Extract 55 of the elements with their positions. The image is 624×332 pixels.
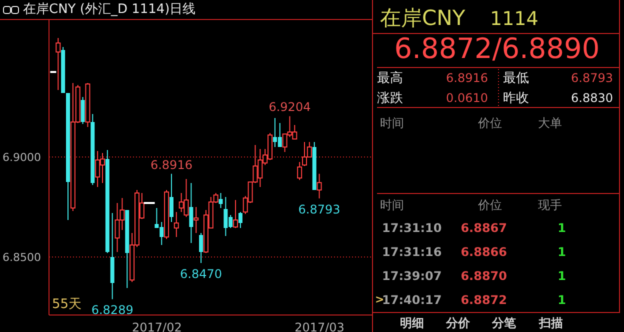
text: 涨跌 bbox=[377, 91, 403, 106]
y-tick-label: 6.8500 bbox=[2, 250, 41, 264]
candlestick bbox=[169, 173, 174, 222]
text: 17:31:16 bbox=[382, 245, 442, 259]
candlestick bbox=[238, 212, 242, 228]
text: 昨收 bbox=[503, 91, 529, 106]
text: 大单 bbox=[538, 116, 562, 130]
text: 现手 bbox=[538, 198, 562, 212]
candlestick bbox=[194, 206, 199, 234]
candlestick bbox=[56, 38, 61, 90]
annotation: 6.9204 bbox=[268, 100, 311, 114]
text: 明细 bbox=[400, 316, 424, 330]
text: 6.8870 bbox=[460, 269, 507, 283]
text: 6.8872/6.8890 bbox=[394, 32, 600, 65]
candlestick bbox=[316, 173, 322, 199]
text: 1 bbox=[558, 293, 566, 307]
candlestick bbox=[189, 182, 194, 244]
annotation: 6.8793 bbox=[298, 202, 340, 216]
text: 最高 bbox=[377, 70, 403, 86]
candlestick bbox=[297, 162, 302, 180]
text: 1 bbox=[558, 245, 566, 259]
text: 6.8830 bbox=[571, 91, 613, 105]
text: 1 bbox=[558, 269, 566, 283]
text: 最低 bbox=[503, 71, 529, 86]
text: 17:39:07 bbox=[382, 269, 442, 283]
text: 6.8872 bbox=[460, 293, 507, 307]
text: > bbox=[375, 293, 384, 306]
text: 1 bbox=[558, 221, 566, 235]
text: 6.8867 bbox=[460, 221, 507, 235]
text: 时间 bbox=[380, 198, 404, 212]
text: 扫描 bbox=[538, 316, 563, 330]
text: 1114 bbox=[490, 8, 538, 30]
text: 6.8866 bbox=[460, 245, 507, 259]
chart-title: 在岸CNY (外汇_D 1114)日线 bbox=[23, 1, 196, 19]
text: 0.0610 bbox=[446, 91, 488, 105]
text: 6.8793 bbox=[571, 71, 613, 85]
y-tick-label: 6.9000 bbox=[2, 150, 41, 164]
text: 价位 bbox=[477, 198, 502, 212]
annotation: 6.8916 bbox=[150, 158, 192, 172]
candlestick bbox=[80, 96, 85, 124]
annotation: 55天 bbox=[52, 296, 82, 313]
annotation: 6.8470 bbox=[180, 267, 222, 281]
text: 17:40:17 bbox=[382, 293, 442, 307]
text: 6.8916 bbox=[446, 71, 488, 85]
candlestick bbox=[174, 212, 179, 238]
text: 分价 bbox=[445, 316, 471, 330]
text: 在岸CNY bbox=[380, 6, 466, 30]
text: 17:31:10 bbox=[382, 221, 442, 235]
candlestick bbox=[199, 232, 204, 264]
text: 时间 bbox=[380, 116, 404, 130]
candlestick bbox=[218, 192, 223, 208]
text: 分笔 bbox=[491, 316, 517, 330]
annotation: 6.8289 bbox=[91, 303, 134, 318]
text: 价位 bbox=[477, 116, 502, 130]
candlestick bbox=[233, 200, 238, 228]
